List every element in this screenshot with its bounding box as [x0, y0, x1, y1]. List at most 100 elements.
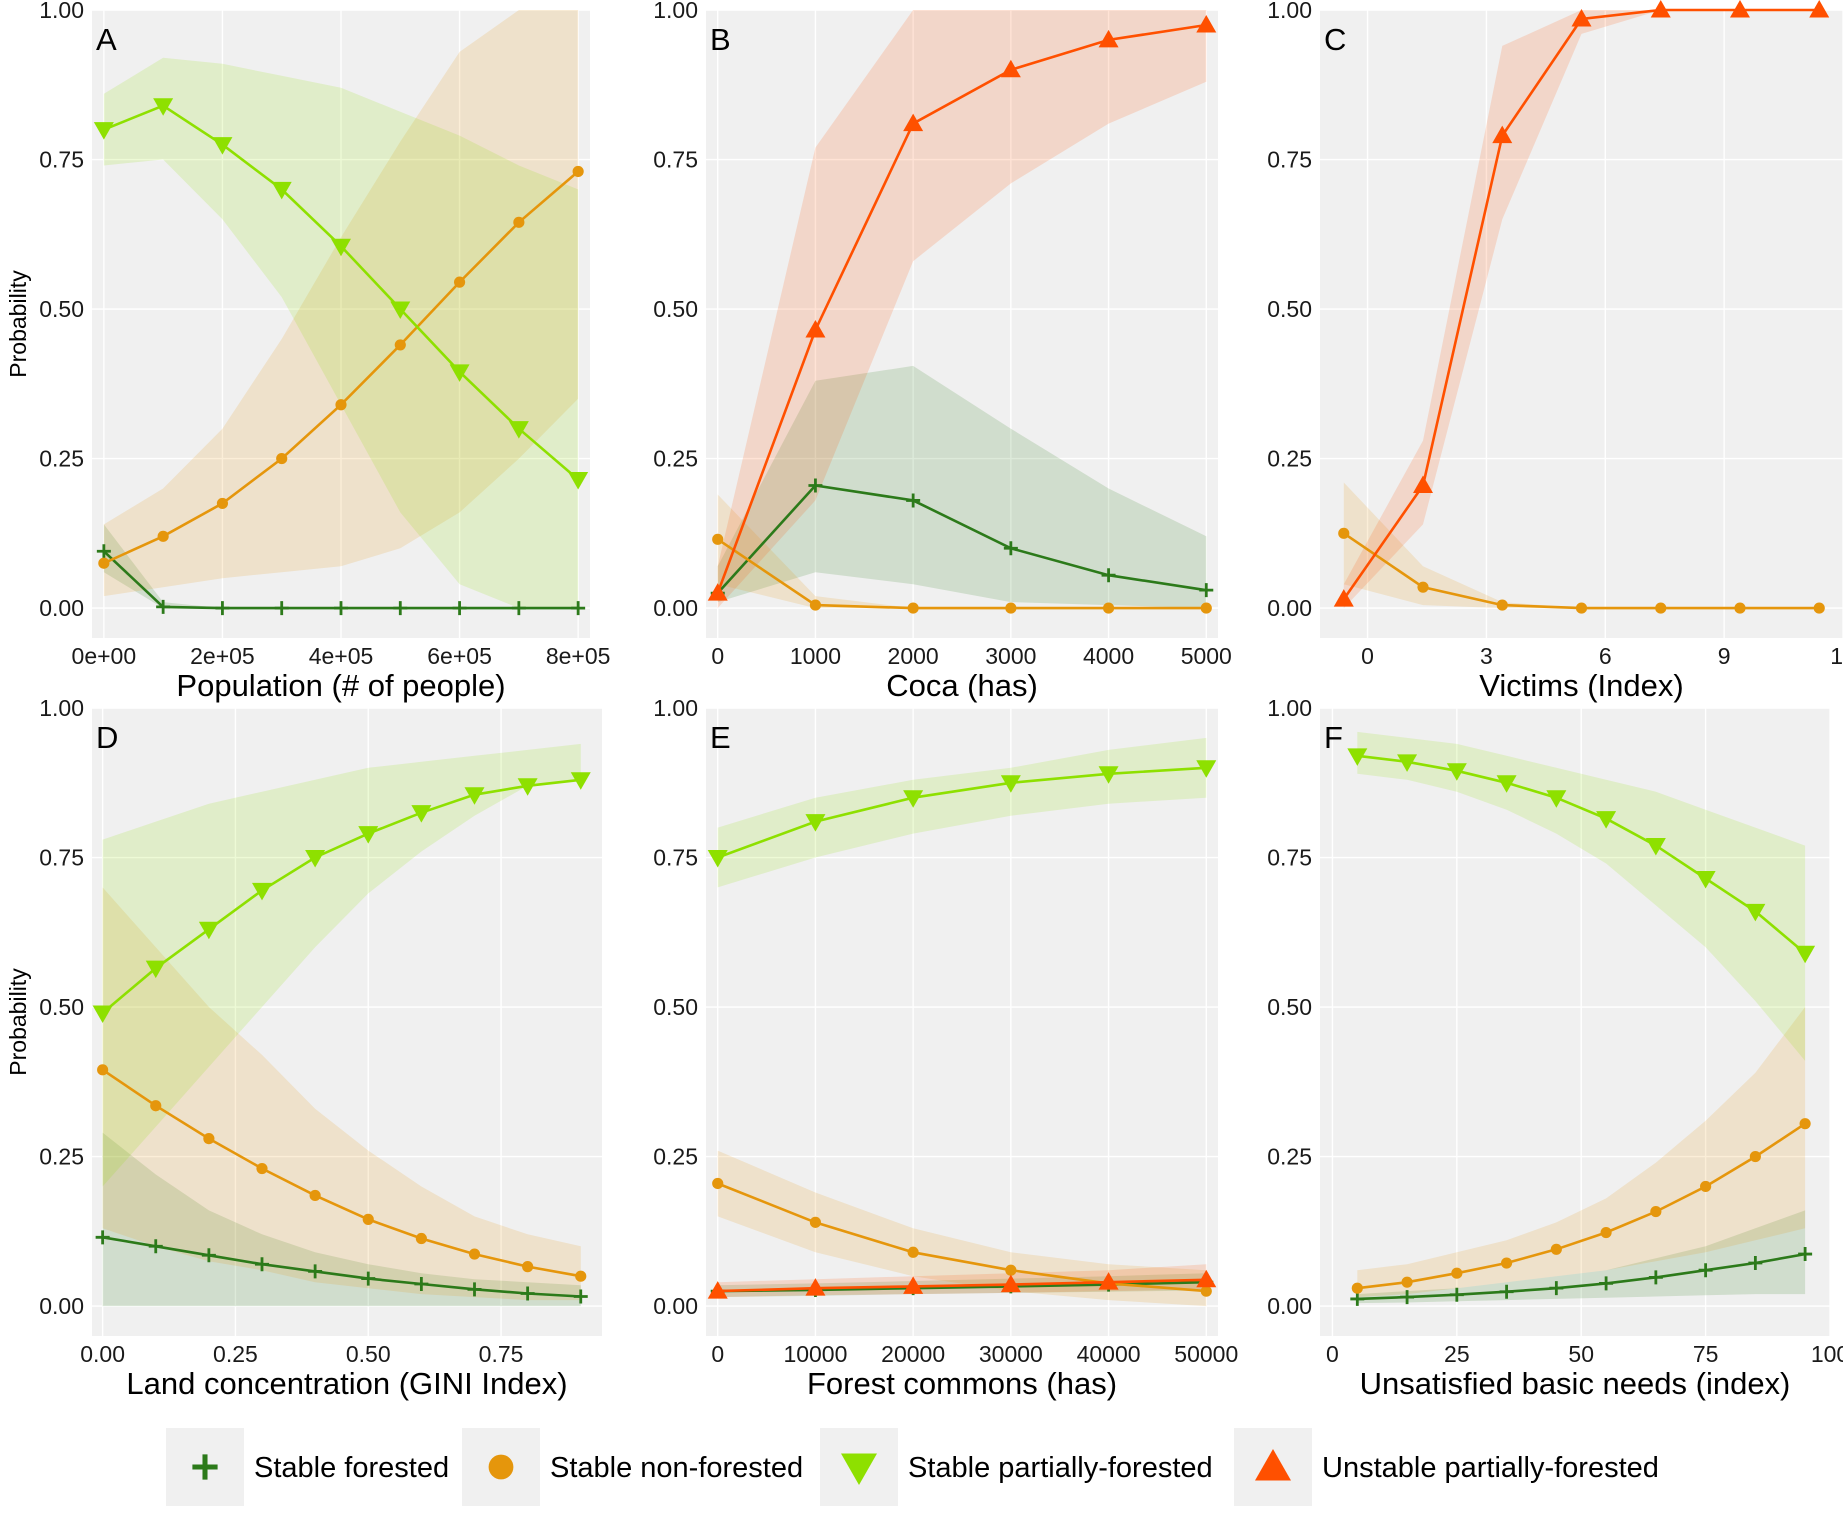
- y-tick-label: 0.50: [653, 296, 698, 322]
- point-stable-non-forested: [468, 1248, 481, 1260]
- x-tick-label: 3: [1480, 643, 1493, 669]
- y-tick-label: 0.00: [39, 595, 84, 621]
- point-stable-partially-forested: [145, 960, 166, 979]
- point-unstable-partially-forested: [903, 1276, 924, 1294]
- ribbon-unstable-partially-forested: [1343, 10, 1820, 609]
- x-tick-label: 0e+00: [72, 643, 137, 669]
- legend-plus-icon: [192, 1454, 218, 1480]
- x-tick-label: 25: [1444, 1341, 1470, 1367]
- point-stable-non-forested: [276, 452, 288, 465]
- point-stable-partially-forested: [1795, 945, 1816, 964]
- point-stable-non-forested: [1700, 1180, 1712, 1193]
- point-stable-partially-forested: [1446, 763, 1467, 781]
- point-stable-non-forested: [1338, 527, 1350, 539]
- point-stable-non-forested: [1749, 1150, 1761, 1163]
- y-tick-label: 0.75: [39, 147, 84, 173]
- panel-background: [1320, 708, 1830, 1336]
- x-tick-label: 50: [1568, 1341, 1594, 1367]
- x-axis-title: Coca (has): [886, 668, 1038, 703]
- point-stable-partially-forested: [93, 122, 114, 140]
- point-unstable-partially-forested: [1098, 29, 1119, 48]
- point-stable-non-forested: [157, 530, 169, 542]
- series-line-stable-forested: [716, 484, 1207, 594]
- legend-circle-icon: [488, 1454, 514, 1480]
- point-stable-non-forested: [1200, 1285, 1212, 1297]
- panel-background: [92, 708, 602, 1336]
- point-stable-non-forested: [712, 533, 724, 545]
- x-tick-label: 40000: [1077, 1341, 1141, 1367]
- point-stable-partially-forested: [464, 787, 485, 805]
- panel-c: 0.00 0.25 0.50 0.75 1.00 0 3 6 9 12 C Victims (Inde…: [1267, 0, 1843, 703]
- x-tick-label: 0.75: [479, 1341, 524, 1367]
- point-stable-non-forested: [1496, 599, 1508, 611]
- point-stable-non-forested: [362, 1213, 374, 1225]
- point-stable-non-forested: [513, 216, 525, 228]
- point-stable-forested: [1798, 1247, 1813, 1262]
- y-axis-title: Probability: [5, 270, 31, 378]
- legend-item-stable-partially-forested: Stable partially-forested: [820, 1428, 1213, 1506]
- point-stable-forested: [148, 1239, 163, 1254]
- y-tick-label: 0.50: [39, 296, 84, 322]
- point-stable-non-forested: [1005, 1264, 1017, 1276]
- x-tick-label: 0.00: [80, 1341, 125, 1367]
- y-tick-label: 0.75: [1267, 845, 1312, 871]
- point-stable-partially-forested: [707, 850, 728, 868]
- x-tick-label: 0: [1361, 643, 1374, 669]
- point-stable-forested: [1003, 541, 1018, 556]
- point-unstable-partially-forested: [1000, 59, 1021, 78]
- legend-item-unstable-partially-forested: Unstable partially-forested: [1234, 1428, 1659, 1506]
- y-tick-label: 0.50: [1267, 994, 1312, 1020]
- point-stable-non-forested: [1417, 581, 1429, 593]
- panel-f: 0.00 0.25 0.50 0.75 1.00 0 25 50 75 100 F Unsatisfi…: [1267, 695, 1843, 1401]
- point-stable-non-forested: [1451, 1267, 1463, 1279]
- panel-background: [1320, 10, 1843, 638]
- x-axis-title: Forest commons (has): [807, 1366, 1117, 1401]
- point-stable-partially-forested: [271, 181, 292, 200]
- x-tick-label: 8e+05: [546, 643, 611, 669]
- point-stable-non-forested: [150, 1100, 162, 1112]
- point-stable-forested: [808, 478, 823, 493]
- series-line-stable-non-forested: [717, 1182, 1207, 1293]
- point-stable-forested: [334, 601, 348, 616]
- point-stable-partially-forested: [1695, 870, 1716, 889]
- y-tick-label: 1.00: [653, 695, 698, 721]
- series-line-stable-forested: [102, 1236, 581, 1298]
- x-axis-title: Land concentration (GINI Index): [126, 1366, 567, 1401]
- point-stable-forested: [1748, 1256, 1763, 1271]
- x-tick-label: 5000: [1181, 643, 1232, 669]
- y-tick-label: 0.00: [1267, 595, 1312, 621]
- point-stable-non-forested: [1401, 1276, 1413, 1288]
- point-unstable-partially-forested: [1492, 125, 1513, 144]
- y-tick-label: 0.75: [1267, 147, 1312, 173]
- panel-b: 0.00 0.25 0.50 0.75 1.00 0 1000 2000 3000 4000 500…: [653, 0, 1232, 703]
- point-stable-forested: [414, 1276, 429, 1291]
- point-stable-partially-forested: [805, 814, 826, 832]
- x-tick-label: 6e+05: [427, 643, 492, 669]
- point-stable-non-forested: [572, 165, 584, 178]
- panel-letter: B: [710, 22, 731, 57]
- point-stable-forested: [573, 1289, 588, 1304]
- point-stable-partially-forested: [1596, 811, 1617, 829]
- point-unstable-partially-forested: [805, 1278, 826, 1296]
- legend-label: Stable forested: [254, 1452, 449, 1484]
- point-unstable-partially-forested: [903, 113, 924, 132]
- point-stable-partially-forested: [1347, 748, 1368, 766]
- point-stable-partially-forested: [92, 1005, 113, 1024]
- point-stable-non-forested: [809, 599, 822, 611]
- point-unstable-partially-forested: [1000, 1274, 1021, 1293]
- point-stable-non-forested: [1575, 602, 1588, 614]
- point-unstable-partially-forested: [1729, 0, 1750, 18]
- y-tick-label: 0.25: [653, 1144, 698, 1170]
- point-stable-non-forested: [1799, 1118, 1811, 1130]
- x-tick-label: 1000: [790, 643, 841, 669]
- x-tick-label: 10000: [783, 1341, 847, 1367]
- y-tick-label: 1.00: [39, 695, 84, 721]
- series-line-unstable-partially-forested: [717, 1278, 1207, 1293]
- x-tick-label: 20000: [881, 1341, 945, 1367]
- legend-item-stable-non-forested: Stable non-forested: [462, 1428, 803, 1506]
- point-stable-partially-forested: [252, 882, 272, 901]
- point-stable-non-forested: [712, 1177, 724, 1190]
- point-stable-forested: [452, 601, 467, 616]
- x-tick-label: 0: [1326, 1341, 1339, 1367]
- x-tick-label: 9: [1718, 643, 1731, 669]
